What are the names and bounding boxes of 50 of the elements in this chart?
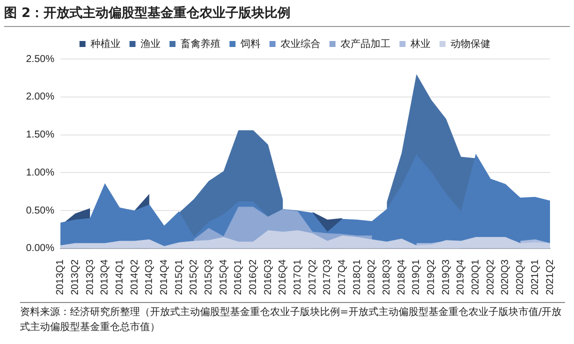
x-tick-label: 2015Q4	[218, 258, 230, 296]
x-tick-label: 2017Q1	[292, 258, 304, 296]
legend-label: 农业综合	[280, 38, 320, 50]
x-tick-label: 2016Q2	[248, 258, 259, 296]
x-tick-label: 2018Q1	[352, 258, 363, 296]
legend-label: 林业	[410, 38, 430, 50]
x-tick-label: 2015Q3	[203, 258, 214, 296]
x-tick-label: 2019Q2	[426, 258, 438, 296]
x-tick-label: 2014Q1	[114, 258, 126, 296]
x-tick-label: 2016Q3	[262, 258, 274, 296]
x-tick-label: 2020Q2	[485, 258, 496, 296]
x-tick-label: 2020Q3	[500, 258, 512, 296]
text: 资料来源：经济研究所整理（开放式主动偏股型基金重仓农业子版块比例=开放式主动偏股型基金重仓农业子版块市值/开放式主动偏股型基金重仓总市值）	[20, 302, 565, 335]
y-tick-label: 2.50%	[26, 54, 54, 65]
legend-label: 动物保健	[450, 38, 490, 50]
x-tick-label: 2013Q2	[70, 258, 81, 296]
x-tick-label: 2013Q1	[55, 258, 66, 296]
x-tick-label: 2019Q1	[411, 258, 422, 296]
x-tick-label: 2017Q2	[307, 258, 318, 296]
legend-label: 种植业	[90, 38, 120, 50]
x-tick-label: 2013Q3	[84, 258, 96, 296]
x-tick-label: 2017Q4	[337, 258, 348, 296]
legend-label: 渔业	[140, 38, 160, 50]
x-tick-label: 2016Q4	[278, 258, 289, 296]
x-tick-label: 2019Q4	[456, 258, 467, 296]
y-tick-label: 0.00%	[26, 243, 54, 254]
x-tick-label: 2021Q2	[544, 258, 556, 296]
x-tick-label: 2013Q4	[100, 258, 111, 296]
x-tick-label: 2014Q2	[129, 258, 140, 296]
y-tick-label: 1.00%	[26, 167, 54, 178]
x-tick-label: 2018Q4	[396, 258, 408, 296]
x-tick-label: 2019Q3	[440, 258, 452, 296]
x-tick-label: 2015Q2	[188, 258, 200, 296]
x-tick-label: 2018Q2	[366, 258, 378, 296]
x-tick-label: 2020Q1	[470, 258, 482, 296]
y-tick-label: 1.50%	[26, 130, 54, 141]
legend-label: 农产品加工	[340, 38, 390, 50]
legend-label: 畜禽养殖	[180, 38, 220, 50]
x-tick-label: 2020Q4	[515, 258, 526, 296]
x-tick-label: 2014Q3	[144, 258, 156, 296]
x-tick-label: 2018Q3	[382, 258, 393, 296]
x-tick-label: 2015Q1	[174, 258, 185, 296]
y-tick-label: 2.00%	[26, 92, 54, 103]
x-tick-label: 2021Q1	[530, 258, 541, 296]
x-tick-label: 2017Q3	[322, 258, 334, 296]
chart-title: 图 2：开放式主动偏股型基金重仓农业子版块比例	[4, 4, 570, 27]
x-tick-label: 2016Q1	[233, 258, 244, 296]
x-tick-label: 2014Q4	[158, 258, 170, 296]
y-tick-label: 0.50%	[26, 205, 54, 216]
legend-label: 饲料	[240, 38, 260, 50]
